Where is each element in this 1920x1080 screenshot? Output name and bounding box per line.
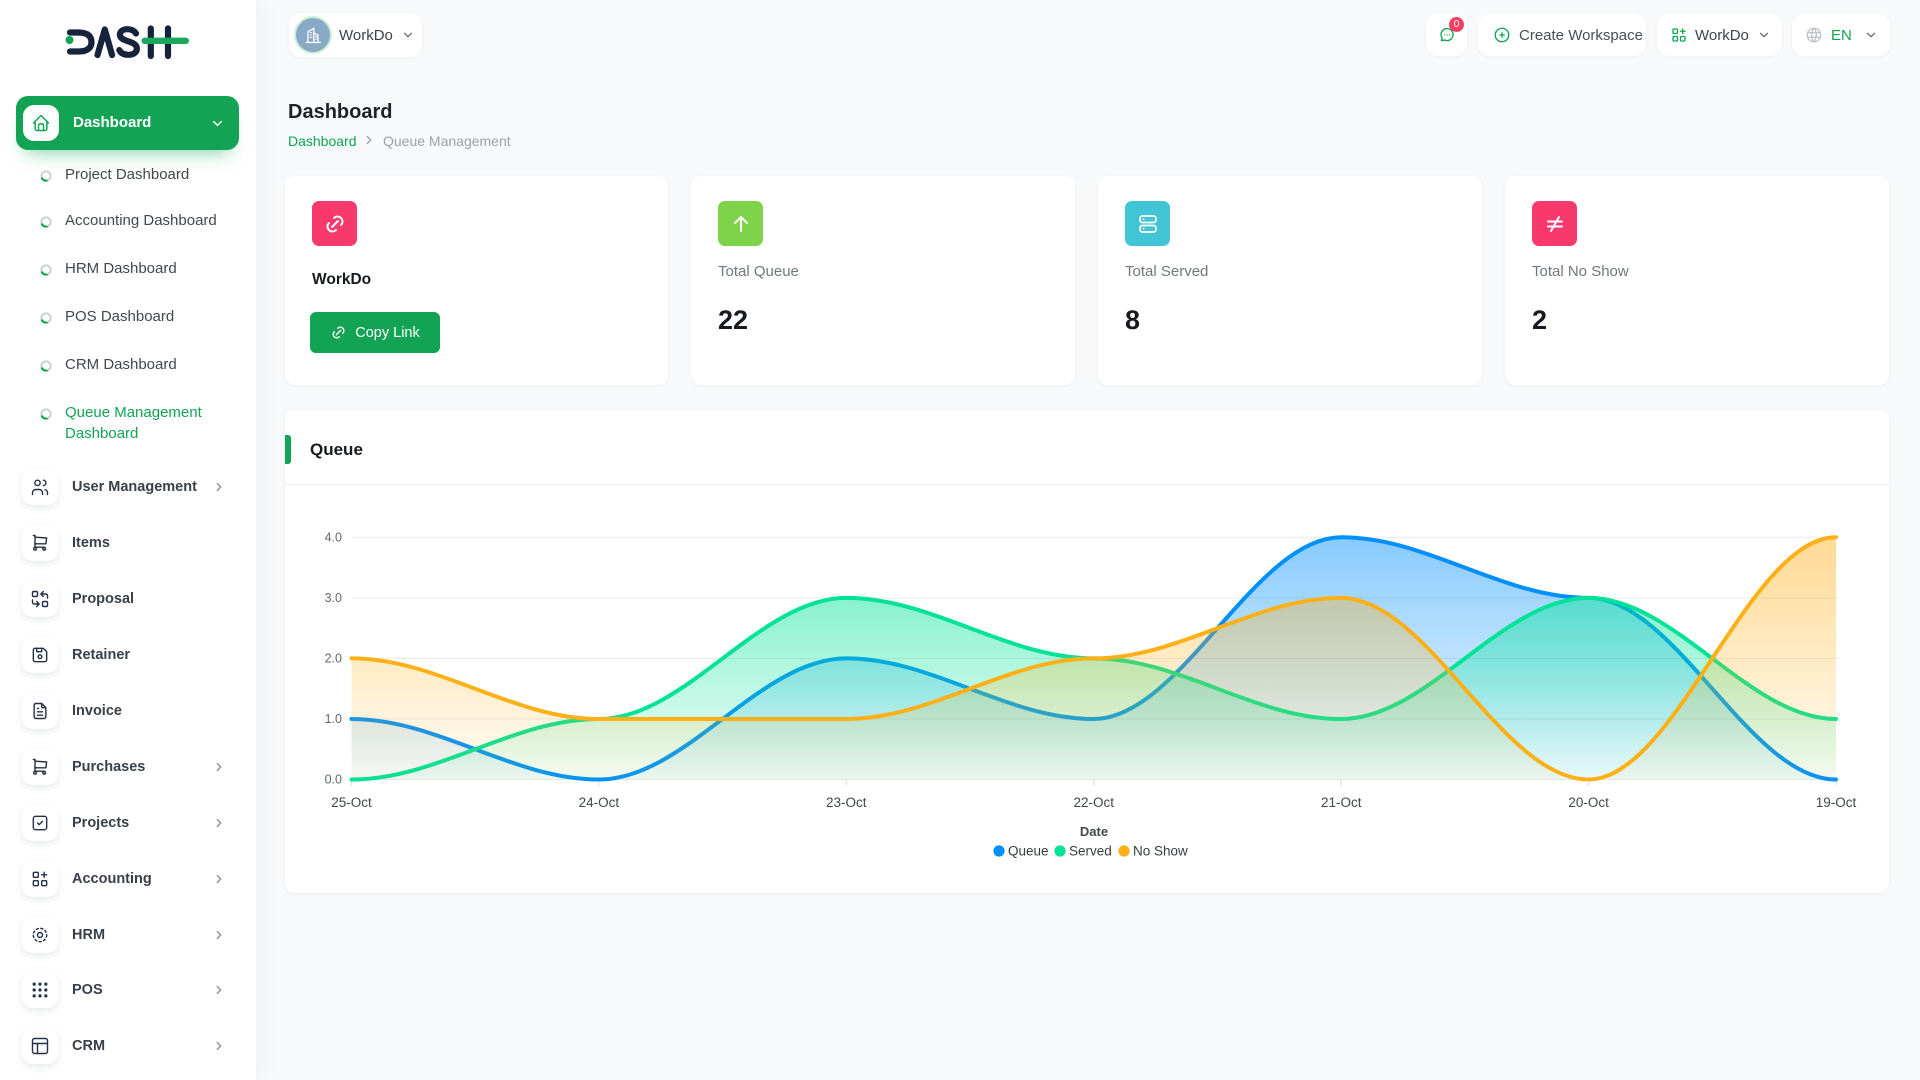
svg-text:25-Oct: 25-Oct (331, 795, 372, 810)
svg-text:Date: Date (1080, 824, 1108, 839)
svg-text:19-Oct: 19-Oct (1816, 795, 1857, 810)
svg-text:Queue: Queue (1008, 844, 1049, 859)
svg-text:No Show: No Show (1133, 844, 1188, 859)
svg-text:2.0: 2.0 (325, 652, 342, 666)
svg-text:0.0: 0.0 (325, 773, 342, 787)
svg-text:20-Oct: 20-Oct (1568, 795, 1609, 810)
svg-text:4.0: 4.0 (325, 531, 342, 545)
svg-text:Served: Served (1069, 844, 1112, 859)
svg-text:1.0: 1.0 (325, 712, 342, 726)
svg-text:23-Oct: 23-Oct (826, 795, 867, 810)
svg-text:3.0: 3.0 (325, 591, 342, 605)
svg-text:24-Oct: 24-Oct (579, 795, 620, 810)
svg-text:21-Oct: 21-Oct (1321, 795, 1362, 810)
svg-text:22-Oct: 22-Oct (1074, 795, 1115, 810)
